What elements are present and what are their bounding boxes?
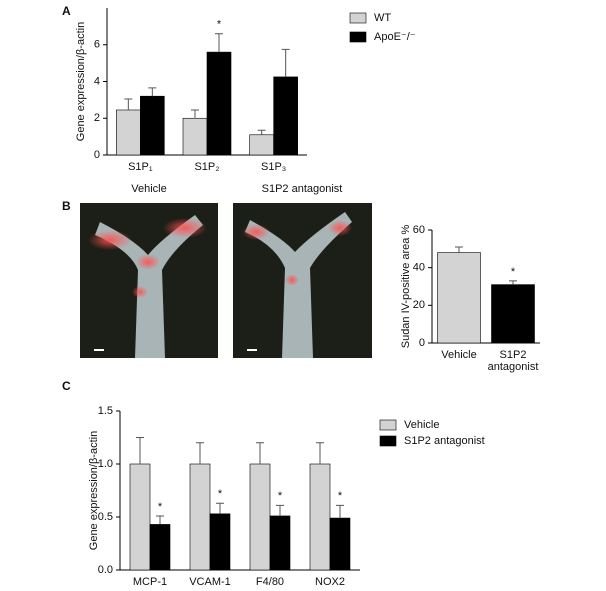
x-tick-label: NOX2 — [315, 576, 345, 588]
legend-swatch — [349, 12, 367, 24]
bar — [273, 76, 298, 156]
y-tick-label: 40 — [413, 262, 425, 274]
x-tick-label: Vehicle — [441, 349, 476, 361]
bar — [437, 252, 481, 344]
photo — [80, 203, 218, 358]
legend-label: Vehicle — [404, 419, 439, 431]
y-axis-label: Sudan IV-positive area % — [400, 225, 412, 349]
y-tick-label: 0.5 — [98, 511, 113, 523]
bar — [129, 463, 151, 571]
error-bar — [148, 87, 157, 97]
error-bar — [156, 515, 164, 525]
y-tick-label: 0 — [419, 337, 425, 349]
error-bar — [455, 246, 463, 253]
error-bar — [281, 48, 290, 77]
x-tick-label: S1P₂ — [194, 161, 219, 173]
legend-label: WT — [374, 12, 391, 24]
y-axis-label: Gene expression/β-actin — [88, 431, 100, 550]
x-tick-label: S1P₁ — [128, 161, 153, 173]
bar — [269, 515, 291, 571]
panel-label: C — [62, 379, 71, 393]
bar — [116, 109, 141, 156]
annotation: * — [338, 490, 343, 502]
annotation: * — [217, 19, 222, 31]
x-tick-label: VCAM-1 — [189, 576, 231, 588]
bar — [189, 463, 211, 571]
error-bar — [276, 504, 284, 516]
bar — [491, 284, 535, 344]
bar — [249, 463, 271, 571]
y-tick-label: 0.0 — [98, 564, 113, 576]
annotation: * — [218, 488, 223, 500]
error-bar — [216, 502, 224, 514]
y-axis-label: Gene expression/β-actin — [75, 22, 87, 141]
panel-label: B — [62, 199, 71, 213]
error-bar — [215, 33, 223, 53]
x-tick-label: S1P2 antagonist — [488, 349, 539, 373]
bar — [206, 51, 232, 156]
error-bar — [124, 98, 133, 110]
y-tick-label: 6 — [94, 39, 100, 51]
error-bar — [316, 442, 324, 464]
bar — [249, 134, 274, 156]
y-tick-label: 1.0 — [98, 458, 113, 470]
x-tick-label: MCP-1 — [133, 576, 167, 588]
bar — [209, 513, 231, 571]
bar — [329, 517, 351, 571]
bar — [309, 463, 331, 571]
photo-label: Vehicle — [131, 183, 166, 195]
bar — [149, 524, 171, 571]
error-bar — [256, 442, 264, 464]
annotation: * — [278, 490, 283, 502]
legend-label: S1P2 antagonist — [404, 435, 485, 447]
error-bar — [136, 437, 144, 464]
error-bar — [191, 109, 199, 119]
bar — [182, 117, 208, 156]
y-tick-label: 1.5 — [98, 405, 113, 417]
y-tick-label: 60 — [413, 224, 425, 236]
error-bar — [257, 129, 266, 135]
photo — [233, 203, 372, 358]
legend-label: ApoE⁻/⁻ — [374, 31, 416, 43]
y-tick-label: 2 — [94, 112, 100, 124]
panel-label: A — [62, 4, 71, 18]
legend-swatch — [349, 31, 367, 43]
bar — [140, 95, 165, 156]
error-bar — [336, 504, 344, 519]
legend-swatch — [379, 419, 397, 431]
error-bar — [509, 280, 517, 285]
y-tick-label: 0 — [94, 149, 100, 161]
annotation: * — [158, 501, 163, 513]
x-tick-label: F4/80 — [256, 576, 284, 588]
y-tick-label: 4 — [94, 75, 100, 87]
error-bar — [196, 442, 204, 464]
photo-label: S1P2 antagonist — [262, 183, 343, 195]
y-tick-label: 20 — [413, 299, 425, 311]
legend-swatch — [379, 435, 397, 447]
annotation: * — [511, 266, 516, 278]
x-tick-label: S1P₃ — [261, 161, 286, 173]
